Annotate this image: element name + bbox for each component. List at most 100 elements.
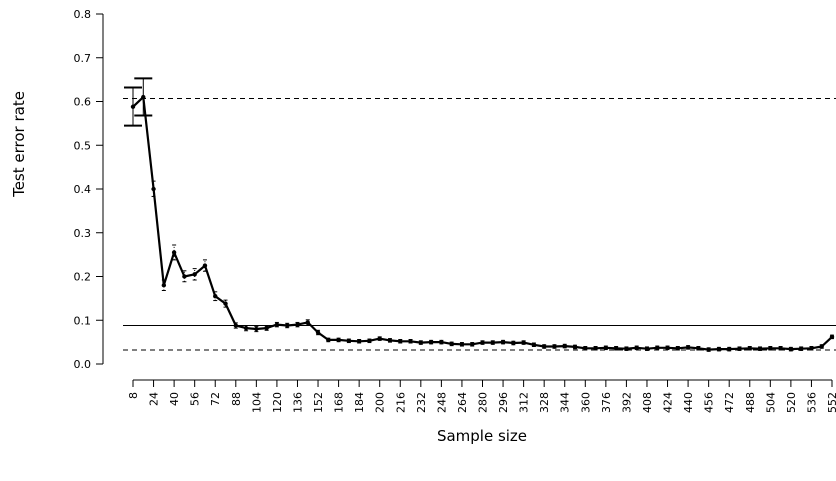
data-point [685,345,691,350]
x-tick-label: 104 [250,392,263,413]
y-tick-label: 0.6 [74,96,92,109]
x-tick-label: 40 [168,392,181,406]
y-tick-label: 0.1 [74,314,92,327]
data-point [274,322,280,327]
x-tick-label: 312 [518,392,531,413]
x-tick-label: 344 [559,392,572,413]
x-tick-label: 216 [394,392,407,413]
data-point [819,344,824,349]
data-point [470,342,475,347]
data-point [336,337,341,343]
data-point [583,346,588,351]
y-axis: 0.0 0.1 0.2 0.3 0.4 0.5 0.6 0.7 0.8 [74,8,104,371]
data-point [141,94,146,100]
data-point [644,346,650,351]
data-point [233,323,238,328]
data-point [418,340,424,345]
x-tick-label: 296 [497,392,510,413]
data-point [500,339,506,345]
x-tick-label: 456 [703,392,716,413]
data-point [213,293,218,299]
data-point [449,341,454,347]
data-point [706,347,711,352]
x-tick-label: 120 [271,392,284,413]
data-point [655,345,660,351]
y-tick-label: 0.0 [74,358,92,371]
data-point [243,325,249,331]
x-tick-label: 8 [127,392,140,399]
x-tick-label: 200 [374,392,387,413]
data-point [829,334,835,340]
data-point [223,301,228,306]
data-point [757,346,763,351]
data-point [264,325,269,331]
x-tick-label: 264 [456,392,469,413]
data-point [284,323,290,328]
data-point [305,320,310,325]
data-point [593,346,598,351]
data-point [727,346,732,352]
data-point [521,340,526,345]
data-point [377,336,382,341]
data-point [295,322,300,327]
x-tick-label: 520 [785,392,798,413]
data-point [480,340,485,345]
x-tick-label: 280 [477,392,490,413]
data-point [624,346,629,351]
x-tick-label: 424 [662,392,675,413]
data-point [716,346,722,352]
x-tick-label: 552 [826,392,836,413]
data-point [192,272,197,277]
data-point [439,339,444,345]
x-axis: 8 24 40 56 72 88 104 120 136 152 168 184 200 216 232 24… [127,379,836,413]
data-point [531,342,537,347]
data-point [747,346,752,351]
x-tick-label: 472 [723,392,736,413]
x-tick-label: 72 [209,392,222,406]
data-point [768,346,773,351]
data-point [603,345,609,351]
data-point [171,250,177,255]
data-point [254,326,259,332]
x-tick-label: 504 [764,392,777,413]
data-point [408,339,413,344]
x-tick-label: 376 [600,392,613,413]
data-point [367,338,372,344]
error-bars [124,77,834,352]
x-tick-label: 328 [538,392,551,413]
data-point [778,346,783,351]
y-tick-label: 0.5 [74,139,92,152]
x-tick-label: 152 [312,392,325,413]
data-point [326,337,331,343]
data-point [572,344,578,350]
data-point [151,186,156,192]
x-tick-label: 56 [189,392,202,406]
x-tick-label: 136 [291,392,304,413]
y-tick-label: 0.2 [74,271,92,284]
x-tick-label: 184 [353,392,366,413]
data-point [788,346,794,352]
data-point [387,338,393,343]
y-tick-label: 0.8 [74,8,92,21]
data-point [346,338,352,344]
data-point [182,274,187,279]
data-point [202,263,208,268]
series-group [130,94,835,352]
data-point [613,346,619,351]
x-tick-label: 408 [641,392,654,413]
series-line [132,95,833,351]
data-point [161,283,167,288]
data-point [562,343,567,349]
y-axis-title: Test error rate [10,91,28,198]
x-tick-label: 88 [230,392,243,406]
data-point [737,346,742,351]
data-point [541,344,547,349]
data-point [809,346,814,351]
data-point [798,346,804,351]
data-point [398,339,403,344]
x-tick-label: 536 [805,392,818,413]
x-tick-label: 392 [620,392,633,413]
x-tick-label: 24 [148,392,161,406]
x-axis-title: Sample size [437,427,527,445]
